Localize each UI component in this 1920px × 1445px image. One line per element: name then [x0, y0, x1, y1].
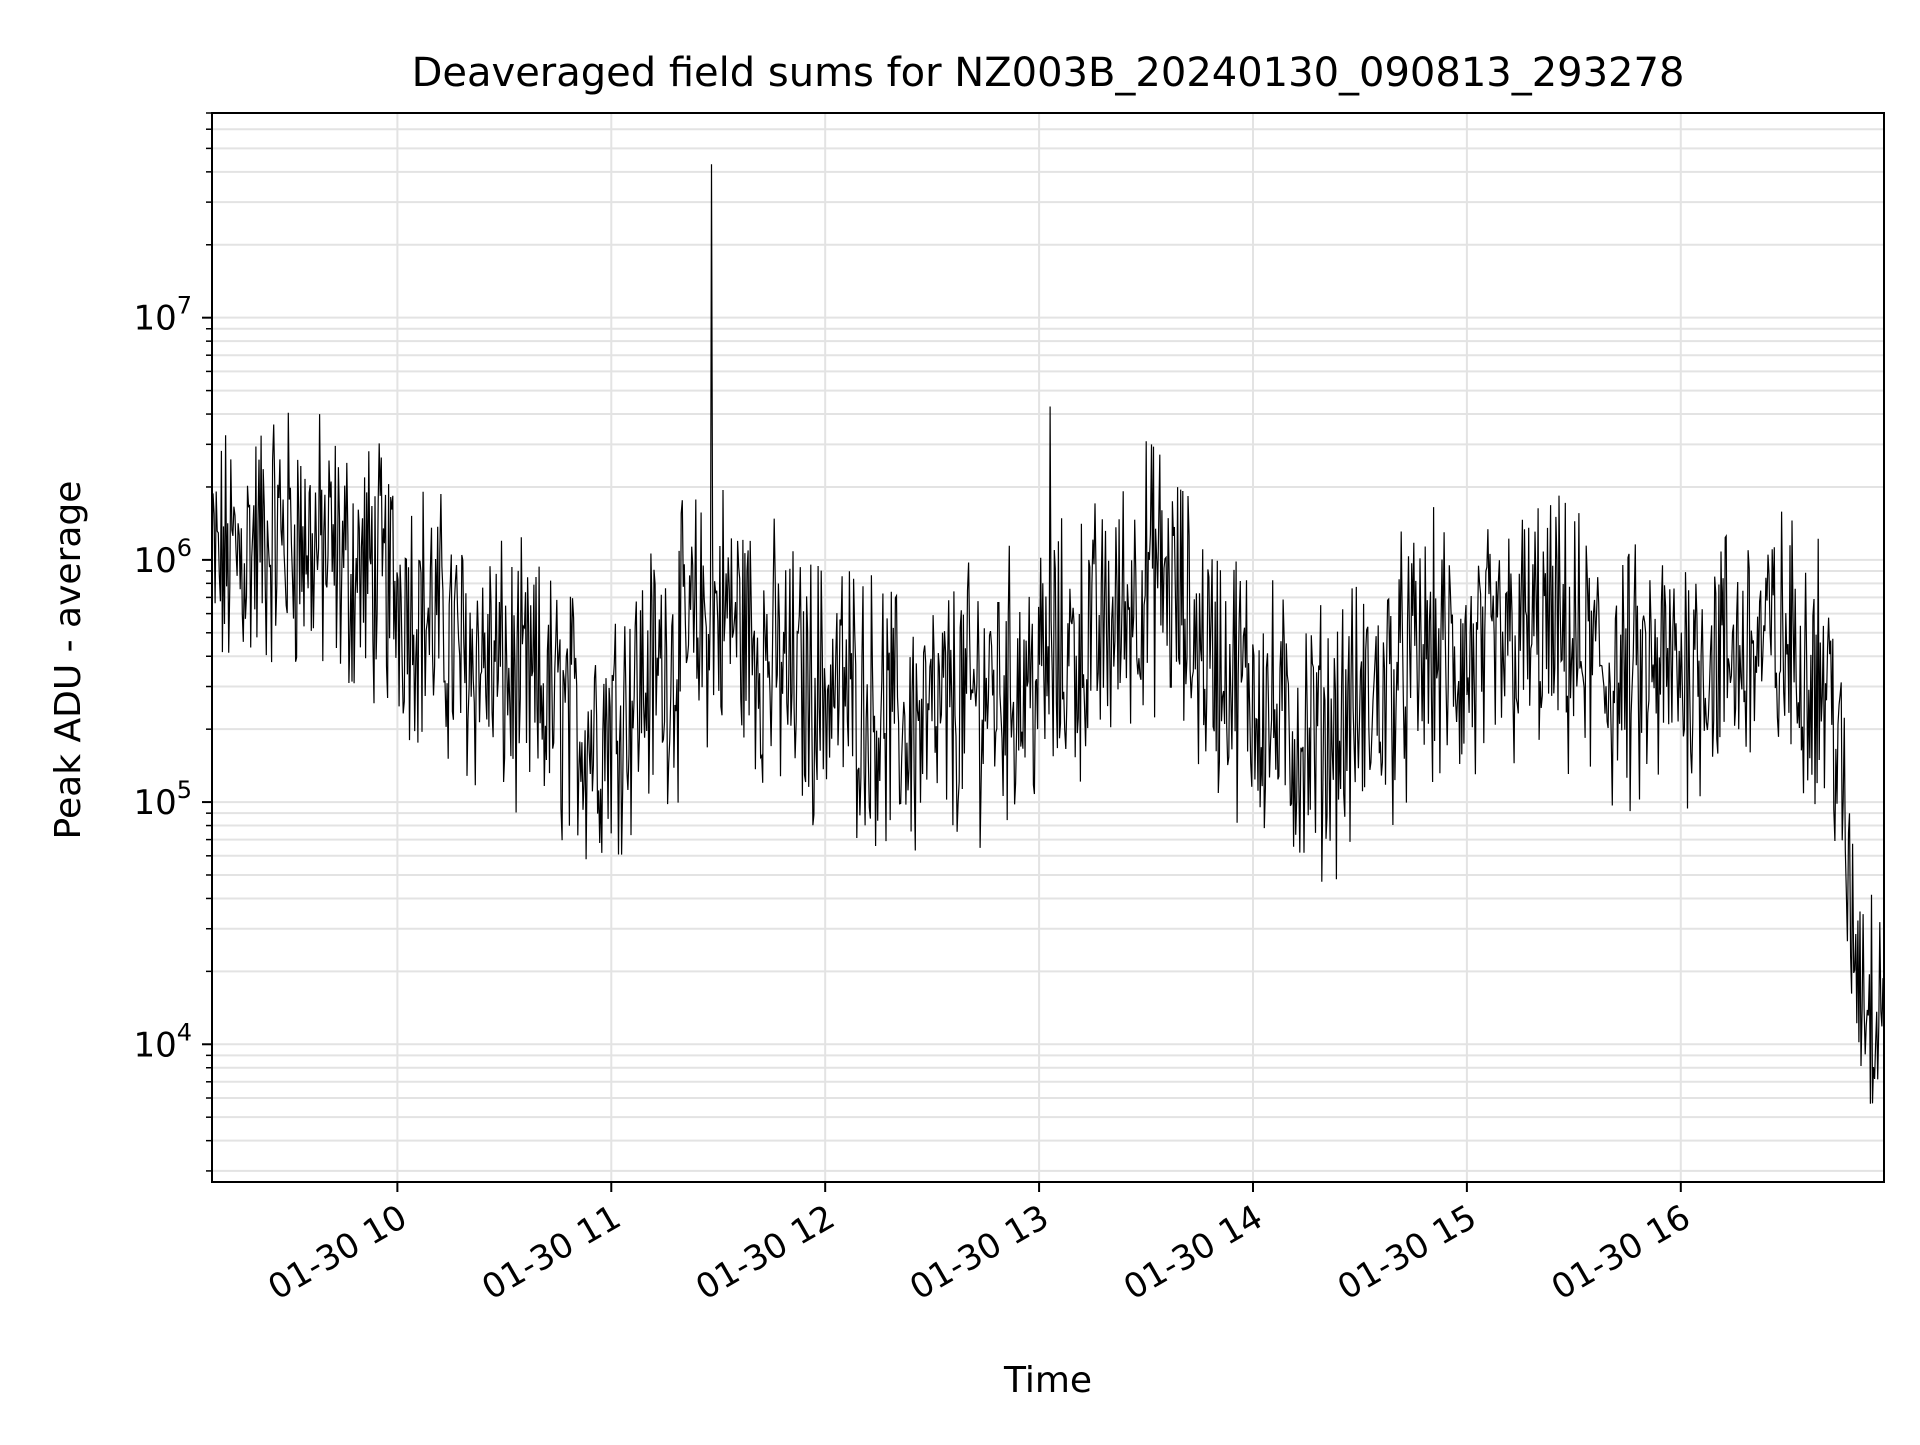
x-tick-label: 01-30 10 [261, 1197, 413, 1308]
x-tick-label: 01-30 15 [1331, 1197, 1483, 1308]
chart-title: Deaveraged field sums for NZ003B_2024013… [412, 50, 1685, 96]
x-tick-label: 01-30 16 [1545, 1197, 1697, 1308]
y-tick-label: 107 [133, 292, 192, 339]
grid-layer [212, 112, 1884, 1182]
y-tick-label: 104 [133, 1018, 192, 1065]
y-tick-label: 105 [133, 776, 192, 823]
y-axis-label: Peak ADU - average [48, 481, 89, 840]
y-tick-exponent: 5 [177, 776, 192, 804]
x-axis-label: Time [1003, 1360, 1092, 1401]
y-tick-exponent: 4 [177, 1018, 192, 1046]
y-tick-exponent: 6 [177, 534, 192, 562]
y-tick-base: 10 [133, 1025, 176, 1065]
x-tick-label: 01-30 13 [903, 1197, 1055, 1308]
y-tick-label: 106 [133, 534, 192, 581]
series-layer [211, 164, 1885, 1104]
x-tick-label: 01-30 11 [475, 1197, 627, 1308]
y-tick-exponent: 7 [177, 292, 192, 320]
x-tick-label: 01-30 14 [1117, 1197, 1269, 1308]
plot-frame [211, 112, 1885, 1183]
y-tick-base: 10 [133, 299, 176, 339]
x-tick-label: 01-30 12 [689, 1197, 841, 1308]
series-line [211, 164, 1885, 1104]
y-tick-base: 10 [133, 783, 176, 823]
y-tick-base: 10 [133, 541, 176, 581]
